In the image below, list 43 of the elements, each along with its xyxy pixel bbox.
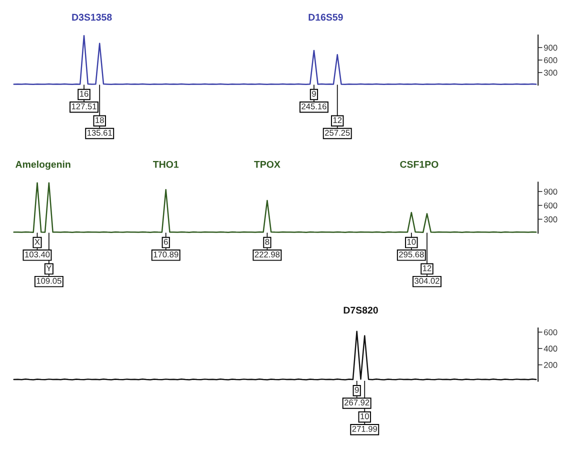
y-tick-label: 300 (544, 70, 558, 76)
text: THO1 (153, 160, 179, 168)
text: 127.51 (72, 103, 96, 110)
text: 109.05 (36, 278, 62, 284)
text: D16S59 (308, 14, 343, 21)
text: Y (46, 265, 52, 272)
text: 12 (423, 265, 432, 272)
text: CSF1PO (400, 160, 438, 168)
y-tick-label: 600 (544, 329, 558, 336)
y-tick-label: 900 (544, 188, 558, 195)
text: 135.61 (87, 130, 112, 136)
text: TPOX (254, 160, 280, 168)
text: Amelogenin (16, 160, 70, 170)
y-tick-label: 300 (544, 216, 558, 222)
y-tick-label: 600 (544, 57, 558, 64)
text: 12 (333, 117, 342, 124)
y-tick-label: 900 (544, 44, 558, 51)
text: 257.25 (325, 130, 350, 136)
text: 103.40 (25, 252, 50, 258)
text: 10 (407, 238, 416, 245)
text: D3S1358 (72, 14, 112, 21)
text: D7S820 (344, 306, 378, 314)
text: 304.02 (414, 278, 440, 284)
text: 18 (96, 117, 104, 124)
y-tick-label: 400 (544, 346, 558, 352)
text: 170.89 (154, 252, 178, 258)
text: X (34, 238, 40, 245)
text: 271.99 (352, 426, 377, 432)
text: 267.92 (344, 400, 370, 406)
text: 295.68 (399, 252, 424, 258)
text: 8 (265, 238, 270, 245)
line-series (13, 182, 537, 233)
line-series (13, 330, 537, 380)
text: 10 (360, 413, 369, 420)
text: 16 (80, 90, 88, 97)
y-tick-label: 600 (544, 202, 558, 208)
text: 222.98 (254, 252, 280, 258)
text: 245.16 (302, 103, 326, 110)
line-series (13, 35, 537, 85)
y-tick-label: 200 (544, 362, 558, 368)
text: 9 (312, 90, 316, 97)
text: 9 (354, 386, 359, 393)
text: 6 (164, 238, 168, 245)
